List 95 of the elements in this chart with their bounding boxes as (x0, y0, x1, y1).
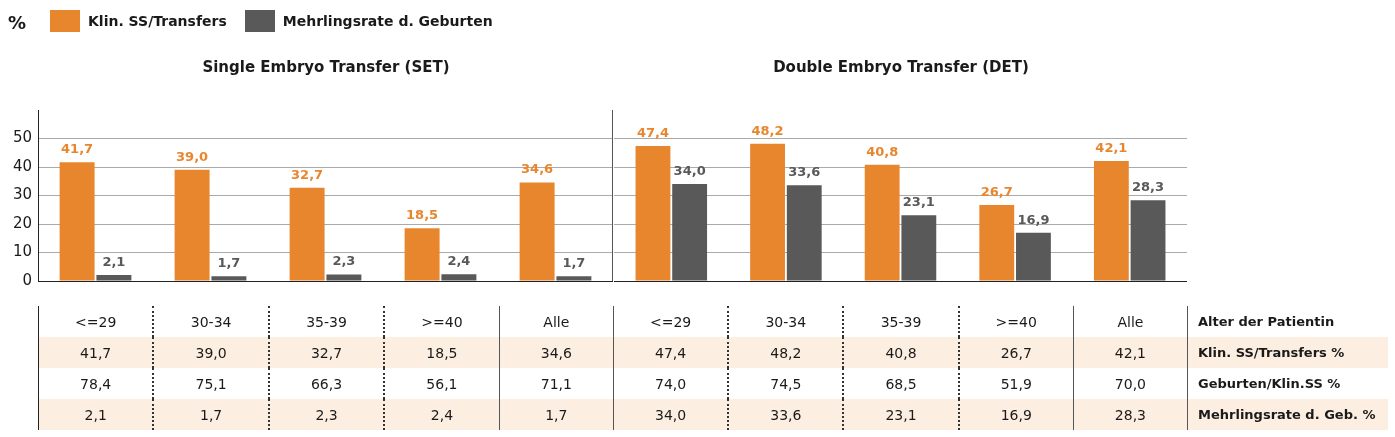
text: 71,1 (539, 374, 573, 394)
y-tick-label: 30 (12, 185, 32, 204)
legend-label: Klin. SS/Transfers (88, 13, 227, 29)
bar (1093, 161, 1129, 281)
y-tick-label: 20 (12, 213, 32, 232)
data-label: 2,3 (269, 399, 386, 430)
text: 28,3 (1132, 179, 1165, 195)
data-label: 26,7 (959, 337, 1074, 368)
text: 2,4 (447, 253, 471, 269)
text: 26,7 (980, 183, 1013, 199)
text: 68,5 (844, 368, 960, 399)
text: 18,5 (406, 207, 439, 223)
data-label: 1,7 (154, 399, 270, 430)
x-tick-label: >=40 (959, 306, 1074, 337)
bar (979, 204, 1015, 281)
text: Klin. SS/Transfers % (1188, 337, 1388, 368)
data-label: 2,1 (39, 399, 155, 430)
text: 2,3 (332, 253, 356, 269)
text: 70,0 (1113, 374, 1147, 394)
text: 75,1 (154, 368, 270, 399)
bar (556, 276, 592, 281)
x-tick-label: <=29 (614, 306, 730, 337)
text: 56,1 (385, 368, 500, 399)
text: 1,7 (217, 255, 241, 271)
data-label: 32,7 (269, 337, 386, 368)
y-tick-label: 50 (12, 128, 32, 147)
data-label: 42,1 (1113, 343, 1147, 363)
bar (786, 185, 822, 281)
x-tick-label: 30-34 (154, 306, 270, 337)
data-label: 18,5 (385, 337, 500, 368)
bar (441, 274, 477, 281)
y-axis-title: % (8, 12, 27, 33)
bar (672, 184, 708, 281)
bar (211, 276, 247, 281)
bar (750, 143, 785, 281)
text: Geburten/Klin.SS % (1188, 368, 1388, 399)
x-tick-label: >=40 (385, 306, 500, 337)
text: 74,0 (614, 368, 730, 399)
data-label: 28,3 (1113, 405, 1147, 425)
legend-label: Mehrlingsrate d. Geburten (282, 13, 493, 29)
data-label: 47,4 (614, 337, 730, 368)
text: 41,7 (61, 141, 94, 157)
text: 32,7 (291, 166, 324, 182)
bar (864, 164, 900, 281)
text: 33,6 (788, 164, 821, 180)
text: 34,6 (521, 161, 554, 177)
text: 23,1 (902, 194, 935, 210)
text: 51,9 (959, 368, 1074, 399)
text: 16,9 (1017, 211, 1050, 227)
y-tick-label: 10 (12, 242, 32, 261)
chart-title: Single Embryo Transfer (SET) (201, 58, 451, 76)
text: 74,5 (729, 368, 845, 399)
bar (174, 169, 210, 281)
text: 2,1 (102, 253, 126, 269)
text: Mehrlingsrate d. Geb. % (1188, 399, 1388, 430)
text: Alter der Patientin (1188, 306, 1388, 337)
bar (635, 145, 671, 281)
data-label: 40,8 (844, 337, 960, 368)
x-tick-label: 35-39 (269, 306, 386, 337)
bar (326, 274, 362, 281)
data-label: 33,6 (729, 399, 845, 430)
data-label: 2,4 (385, 399, 500, 430)
data-label: 39,0 (154, 337, 270, 368)
data-label: 34,0 (614, 399, 730, 430)
x-tick-label: Alle (542, 312, 571, 332)
data-label: 1,7 (544, 405, 569, 425)
bar (1016, 232, 1051, 281)
bar (289, 187, 325, 281)
text: 78,4 (39, 368, 155, 399)
data-label: 34,6 (539, 343, 573, 363)
bar (404, 228, 440, 281)
text: 48,2 (751, 122, 784, 138)
text: 40,8 (866, 143, 899, 159)
data-label: 16,9 (959, 399, 1074, 430)
bar (901, 215, 937, 281)
chart-title: Double Embryo Transfer (DET) (772, 58, 1030, 76)
text: 34,0 (673, 162, 706, 178)
bar (96, 275, 132, 281)
x-tick-label: 35-39 (844, 306, 960, 337)
bar (1130, 200, 1166, 281)
text: 42,1 (1095, 139, 1128, 155)
text: 1,7 (562, 255, 586, 271)
bar (59, 162, 95, 281)
data-label: 41,7 (39, 337, 155, 368)
y-tick-label: 40 (12, 156, 32, 175)
text: 66,3 (269, 368, 386, 399)
x-tick-label: <=29 (39, 306, 155, 337)
text: 39,0 (176, 148, 209, 164)
y-tick-label: 0 (22, 270, 32, 289)
data-label: 23,1 (844, 399, 960, 430)
text: 47,4 (636, 124, 669, 140)
x-tick-label: 30-34 (729, 306, 845, 337)
x-tick-label: Alle (1116, 312, 1145, 332)
bar (519, 182, 555, 281)
data-label: 48,2 (729, 337, 845, 368)
